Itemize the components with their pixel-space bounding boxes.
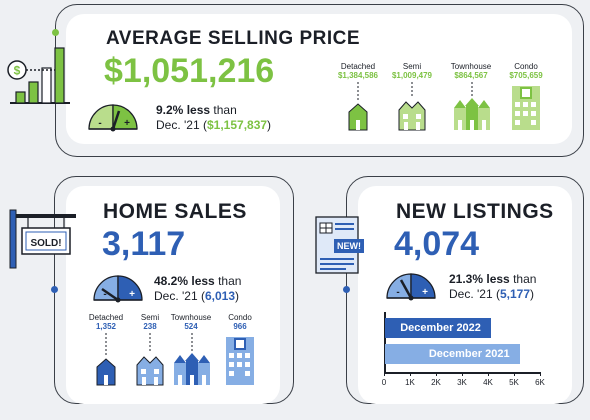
sales-gauge-icon: - +	[93, 275, 143, 303]
sales-type-condo: Condo 966	[212, 313, 268, 331]
chart-tick-label: 5K	[509, 378, 519, 387]
new-listings-comparison: 21.3% less than Dec. '21 (5,177)	[449, 272, 536, 302]
sales-type-value: 238	[143, 322, 157, 331]
bar-december-2021: December 2021	[385, 344, 520, 364]
home-sales-than: than	[218, 274, 242, 288]
sales-type-label: Detached	[88, 313, 124, 322]
svg-text:$: $	[14, 64, 21, 78]
price-gauge-icon: - +	[88, 104, 138, 132]
home-sales-value: 3,117	[102, 225, 186, 263]
connector-dot	[51, 286, 58, 293]
price-type-value: $864,567	[454, 71, 488, 80]
chart-tick-label: 2K	[431, 378, 441, 387]
price-growth-icon: $	[7, 47, 70, 104]
avg-price-comparison: 9.2% less than Dec. '21 ($1,157,837)	[156, 103, 271, 133]
sales-type-semi: Semi 238	[122, 313, 178, 331]
new-listings-change-word: less	[486, 272, 510, 286]
new-listings-change-pct: 21.3%	[449, 272, 484, 286]
new-listings-value: 4,074	[394, 225, 480, 263]
newspaper-icon	[315, 216, 364, 274]
price-type-condo: Condo $705,659	[498, 62, 554, 80]
townhouse-icon	[454, 82, 490, 130]
home-sales-prev-value: 6,013	[204, 289, 236, 303]
new-badge-text: NEW!	[337, 241, 361, 251]
new-listings-than: than	[513, 272, 537, 286]
price-type-value: $705,659	[509, 71, 543, 80]
detached-house-icon	[96, 333, 116, 386]
avg-price-value: $1,051,216	[104, 52, 275, 90]
price-type-label: Detached	[340, 62, 376, 71]
chart-tick-mark	[410, 372, 411, 376]
home-sales-title: HOME SALES	[103, 200, 247, 223]
sales-type-value: 524	[184, 322, 198, 331]
detached-house-icon	[348, 82, 368, 131]
connector-dot	[343, 286, 350, 293]
chart-tick-mark	[540, 372, 541, 376]
sales-type-townhouse: Townhouse 524	[163, 313, 219, 331]
price-type-semi: Semi $1,009,479	[384, 62, 440, 80]
svg-text:+: +	[422, 287, 428, 298]
svg-text:+: +	[129, 289, 135, 300]
semi-house-icon	[398, 82, 426, 131]
sales-type-value: 966	[233, 322, 247, 331]
chart-tick-label: 1K	[405, 378, 415, 387]
bar-december-2022: December 2022	[385, 318, 491, 338]
price-type-label: Condo	[514, 62, 538, 71]
new-listings-title: NEW LISTINGS	[396, 200, 554, 223]
chart-axis	[384, 312, 386, 372]
new-listings-prev-value: 5,177	[499, 287, 531, 301]
sales-type-label: Semi	[140, 313, 160, 322]
chart-tick-label: 3K	[457, 378, 467, 387]
chart-tick-label: 6K	[535, 378, 545, 387]
svg-text:-: -	[396, 287, 399, 298]
sales-type-value: 1,352	[95, 322, 117, 331]
avg-price-prev-close: )	[267, 118, 272, 132]
avg-price-than: than	[213, 103, 237, 117]
townhouse-icon	[174, 333, 210, 385]
price-type-label: Semi	[402, 62, 422, 71]
svg-text:-: -	[98, 118, 101, 129]
chart-tick-mark	[462, 372, 463, 376]
connector-dot	[52, 29, 59, 36]
home-sales-change-pct: 48.2%	[154, 274, 189, 288]
chart-tick-label: 4K	[483, 378, 493, 387]
home-sales-prev-label: Dec. '21 (	[154, 289, 205, 303]
svg-text:+: +	[124, 118, 130, 129]
semi-house-icon	[136, 333, 164, 386]
home-sales-comparison: 48.2% less than Dec. '21 (6,013)	[154, 274, 241, 304]
avg-price-title: AVERAGE SELLING PRICE	[106, 28, 361, 49]
listings-chart: December 2022 December 2021 0 1K 2K 3K 4K 5K 6…	[380, 312, 560, 392]
sold-sign-icon	[9, 209, 76, 269]
chart-tick-mark	[436, 372, 437, 376]
listings-gauge-icon: - +	[386, 273, 436, 301]
price-type-value: $1,384,586	[337, 71, 379, 80]
price-type-value: $1,009,479	[391, 71, 433, 80]
avg-price-change-pct: 9.2%	[156, 103, 184, 117]
avg-price-prev-value: $1,157,837	[206, 118, 268, 132]
sales-type-label: Townhouse	[170, 313, 212, 322]
condo-icon	[512, 86, 540, 130]
chart-tick-label: 0	[381, 378, 387, 387]
new-listings-prev-label: Dec. '21 (	[449, 287, 500, 301]
chart-tick-mark	[384, 372, 385, 376]
sales-type-detached: Detached 1,352	[78, 313, 134, 331]
svg-text:-: -	[103, 289, 106, 300]
sales-type-label: Condo	[228, 313, 252, 322]
home-sales-prev-close: )	[235, 289, 240, 303]
price-type-detached: Detached $1,384,586	[330, 62, 386, 80]
price-type-townhouse: Townhouse $864,567	[443, 62, 499, 80]
chart-tick-mark	[514, 372, 515, 376]
home-sales-change-word: less	[191, 274, 215, 288]
new-listings-prev-close: )	[530, 287, 535, 301]
condo-icon	[226, 337, 254, 385]
price-type-label: Townhouse	[450, 62, 492, 71]
chart-tick-mark	[488, 372, 489, 376]
avg-price-prev-label: Dec. '21 (	[156, 118, 207, 132]
sold-sign-text: SOLD!	[30, 238, 62, 249]
avg-price-change-word: less	[186, 103, 211, 117]
